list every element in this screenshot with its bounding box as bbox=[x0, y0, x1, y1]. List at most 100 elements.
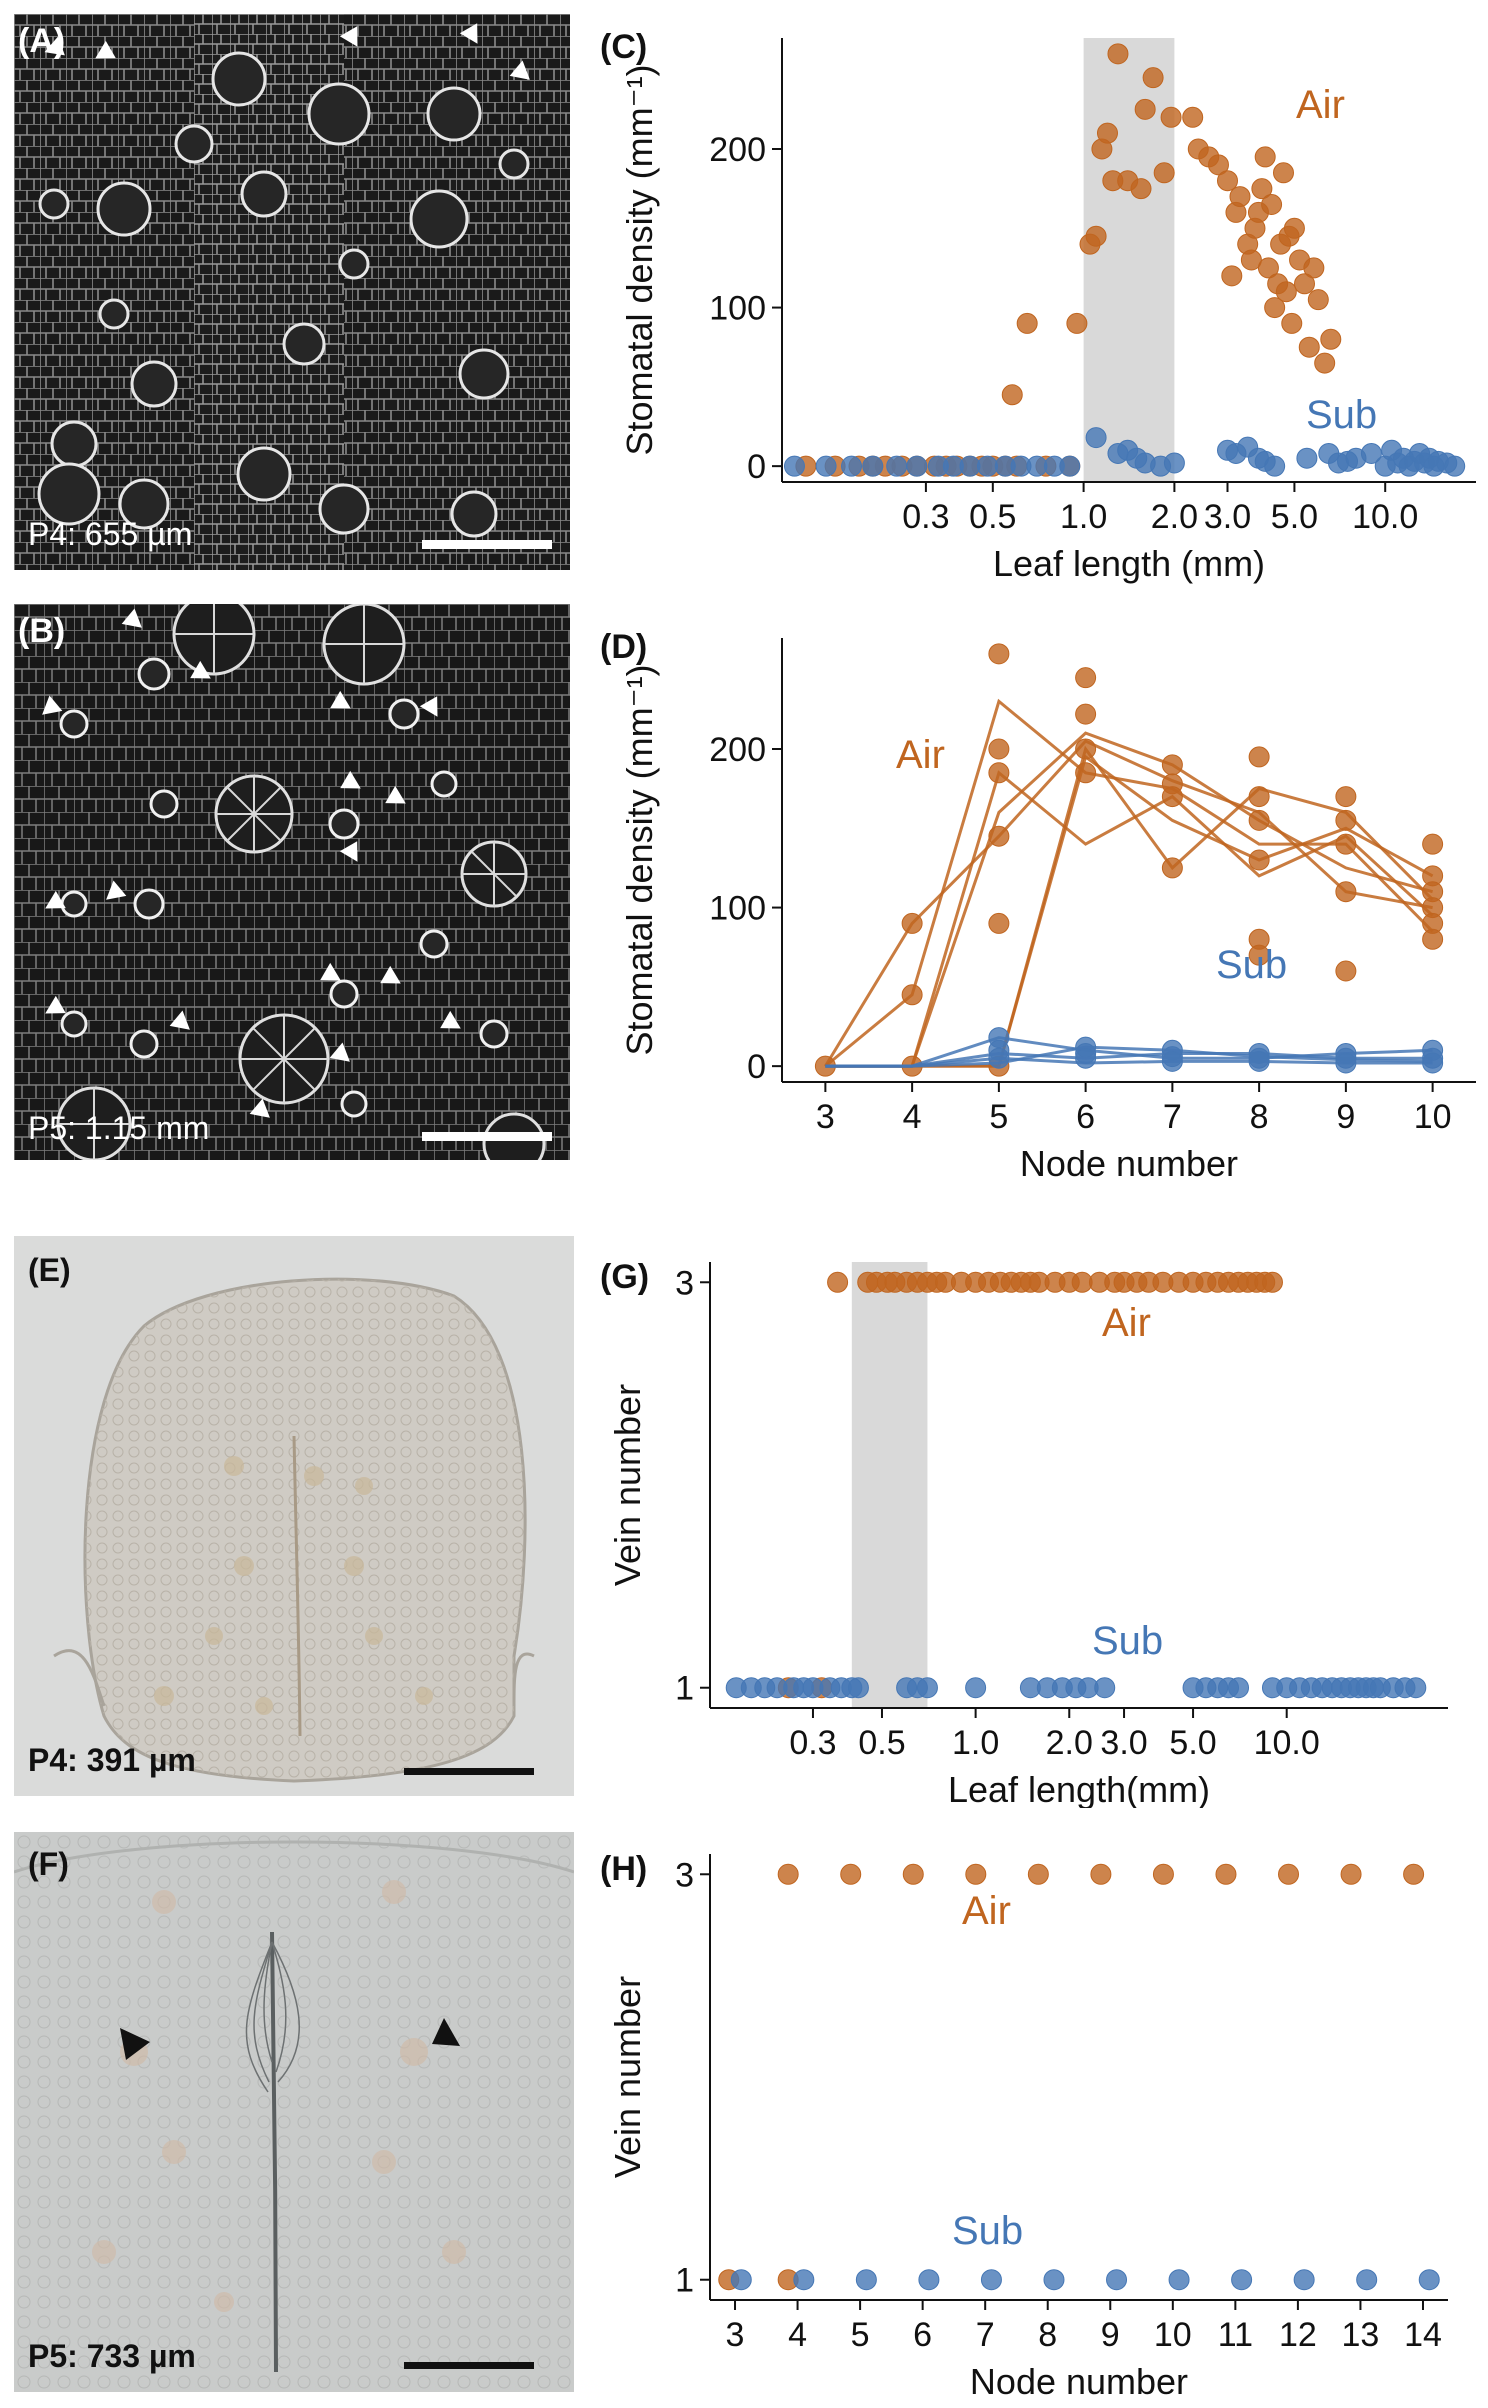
x-tick-label-d: 8 bbox=[1250, 1098, 1269, 1136]
data-point-air-d bbox=[1075, 762, 1097, 784]
data-point-air-d bbox=[1335, 833, 1357, 855]
data-point-air-c bbox=[1307, 289, 1329, 311]
x-tick-label-g: 5.0 bbox=[1169, 1724, 1216, 1762]
caption-e: P4: 391 µm bbox=[28, 1742, 196, 1778]
x-tick-label-h: 12 bbox=[1279, 2316, 1317, 2354]
x-tick-label-g: 2.0 bbox=[1046, 1724, 1093, 1762]
x-tick-label-c: 1.0 bbox=[1060, 498, 1107, 536]
data-point-air-c bbox=[1320, 328, 1342, 350]
x-tick-label-d: 5 bbox=[989, 1098, 1008, 1136]
data-point-sub-c bbox=[1085, 427, 1107, 449]
data-point-air-d bbox=[1161, 786, 1183, 808]
panel-letter-a: (A) bbox=[18, 22, 66, 60]
data-point-air-h bbox=[1090, 1863, 1112, 1885]
data-point-air-d bbox=[1335, 786, 1357, 808]
chart-d-svg: 0 100 200 3 4 5 6 7 8 9 10 Node number Stomatal dens… bbox=[600, 628, 1476, 1184]
data-point-sub-c bbox=[783, 455, 805, 477]
caption-a: P4: 655 µm bbox=[28, 516, 193, 552]
arrowhead-left bbox=[120, 2028, 150, 2060]
data-point-air-h bbox=[1340, 1863, 1362, 1885]
data-point-air-d bbox=[1075, 667, 1097, 689]
y-axis-title-d: Stomatal density (mm⁻¹) bbox=[619, 664, 660, 1055]
data-point-sub-c bbox=[1264, 455, 1286, 477]
x-tick-label-h: 13 bbox=[1342, 2316, 1380, 2354]
data-point-air-d bbox=[988, 738, 1010, 760]
x-tick-label-c: 0.3 bbox=[902, 498, 949, 536]
x-tick-label-c: 10.0 bbox=[1352, 498, 1418, 536]
data-point-sub-g bbox=[1228, 1677, 1250, 1699]
data-point-air-c bbox=[1257, 257, 1279, 279]
data-point-air-c bbox=[1096, 122, 1118, 144]
x-axis-title-d: Node number bbox=[1020, 1143, 1238, 1184]
shaded-region-g bbox=[851, 1262, 928, 1708]
series-label-sub-c: Sub bbox=[1306, 393, 1377, 437]
data-point-sub-d bbox=[1422, 1052, 1444, 1074]
data-point-sub-c bbox=[862, 455, 884, 477]
data-point-air-h bbox=[777, 1863, 799, 1885]
data-point-air-h bbox=[1027, 1863, 1049, 1885]
data-point-sub-h bbox=[1231, 2269, 1253, 2291]
x-tick-label-g: 10.0 bbox=[1254, 1724, 1320, 1762]
data-point-sub-c bbox=[1163, 452, 1185, 474]
x-tick-label-c: 3.0 bbox=[1204, 498, 1251, 536]
data-point-air-d bbox=[1075, 738, 1097, 760]
data-point-air-d bbox=[1248, 809, 1270, 831]
chart-c-svg: 0 100 200 0.3 0.5 1.0 2.0 3.0 5.0 10.0 Leaf length… bbox=[600, 28, 1476, 584]
series-label-sub-g: Sub bbox=[1092, 1619, 1163, 1663]
series-label-air-g: Air bbox=[1102, 1301, 1151, 1345]
data-point-sub-c bbox=[1059, 455, 1081, 477]
data-point-air-c bbox=[1217, 170, 1239, 192]
y-tick-label-d: 100 bbox=[709, 890, 766, 928]
x-tick-label-d: 10 bbox=[1414, 1098, 1452, 1136]
data-point-air-d bbox=[1248, 746, 1270, 768]
data-point-air-c bbox=[1275, 281, 1297, 303]
data-point-sub-g bbox=[916, 1677, 938, 1699]
y-tick-label-c: 200 bbox=[709, 131, 766, 169]
x-tick-label-h: 5 bbox=[851, 2316, 870, 2354]
x-tick-label-c: 2.0 bbox=[1151, 498, 1198, 536]
data-point-sub-d bbox=[1075, 1047, 1097, 1069]
data-point-sub-d bbox=[1335, 1052, 1357, 1074]
x-tick-label-g: 3.0 bbox=[1100, 1724, 1147, 1762]
data-point-air-c bbox=[1085, 225, 1107, 247]
shaded-region-c bbox=[1083, 38, 1175, 482]
chart-c: 0 100 200 0.3 0.5 1.0 2.0 3.0 5.0 10.0 Leaf length… bbox=[586, 0, 1488, 600]
data-point-air-c bbox=[1240, 249, 1262, 271]
data-point-air-c bbox=[1016, 312, 1038, 334]
micrograph-b: (B) P5: 1.15 mm bbox=[14, 604, 570, 1160]
scale-bar-a bbox=[422, 540, 552, 549]
data-point-sub-g bbox=[965, 1677, 987, 1699]
data-point-air-c bbox=[1261, 194, 1283, 215]
data-point-air-c bbox=[1251, 178, 1273, 200]
data-point-air-d bbox=[1335, 809, 1357, 831]
series-line-air-d bbox=[825, 731, 1433, 1068]
leaf-primordium-e bbox=[53, 1277, 535, 1783]
x-tick-label-h: 6 bbox=[913, 2316, 932, 2354]
data-point-air-d bbox=[1248, 849, 1270, 871]
data-point-air-d bbox=[901, 912, 923, 934]
data-point-sub-g bbox=[1405, 1677, 1427, 1699]
data-point-air-d bbox=[1422, 928, 1444, 950]
data-point-air-c bbox=[1272, 162, 1294, 184]
data-point-sub-c bbox=[1296, 447, 1318, 469]
micrograph-f: (F) P5: 733 µm bbox=[14, 1832, 574, 2392]
y-tick-label-g: 3 bbox=[675, 1264, 694, 1302]
micrograph-a: (A) P4: 655 µm bbox=[14, 14, 570, 570]
data-point-air-c bbox=[1160, 106, 1182, 128]
series-line-sub-d bbox=[825, 1036, 1433, 1068]
data-point-air-d bbox=[1335, 881, 1357, 903]
panel-letter-g: (G) bbox=[600, 1258, 649, 1296]
data-point-air-d bbox=[988, 825, 1010, 847]
data-point-air-c bbox=[1314, 352, 1336, 374]
data-point-sub-d bbox=[1161, 1050, 1183, 1072]
x-tick-label-d: 7 bbox=[1163, 1098, 1182, 1136]
series-line-sub-d bbox=[825, 1045, 1433, 1068]
y-tick-label-g: 1 bbox=[675, 1670, 694, 1708]
data-point-sub-c bbox=[1360, 442, 1382, 464]
data-point-sub-c bbox=[906, 455, 928, 477]
data-point-air-c bbox=[1134, 98, 1156, 120]
series-label-air-c: Air bbox=[1296, 83, 1345, 127]
y-tick-label-h: 3 bbox=[675, 1856, 694, 1894]
y-tick-label-c: 0 bbox=[747, 448, 766, 486]
